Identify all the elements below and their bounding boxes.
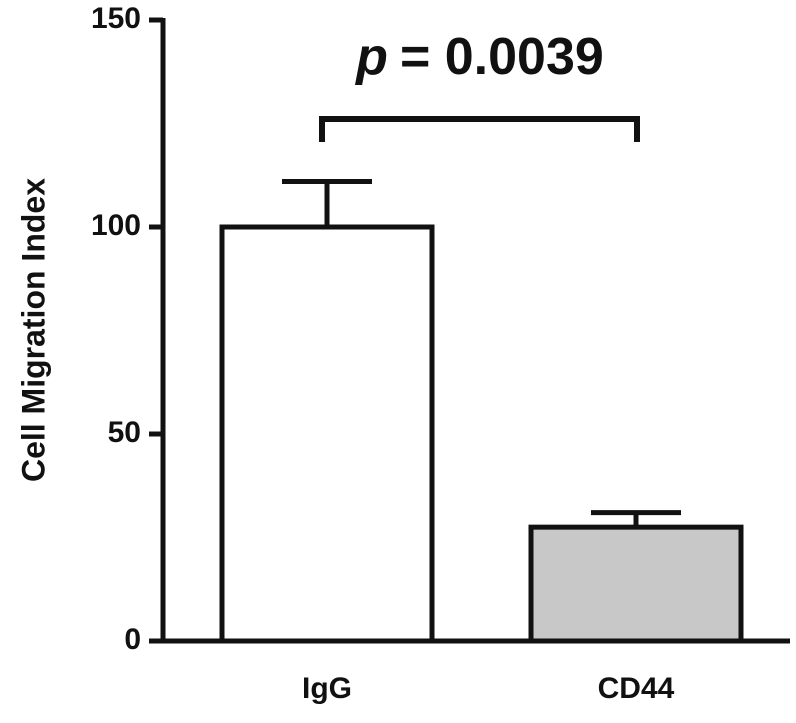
significance-bracket	[319, 116, 640, 142]
annotation: p = 0.0039	[354, 28, 604, 86]
y-tick-label: 50	[108, 416, 141, 449]
x-tick-label: CD44	[598, 672, 675, 705]
annotation-symbol: p	[354, 28, 388, 86]
bar	[219, 224, 435, 644]
y-tick-label: 100	[91, 209, 141, 242]
y-tick-label: 150	[91, 2, 141, 35]
y-tick-label: 0	[124, 623, 141, 656]
bar	[528, 524, 744, 644]
annotation-value: = 0.0039	[400, 28, 604, 86]
y-axis-label: Cell Migration Index	[15, 178, 51, 482]
x-tick-label: IgG	[302, 672, 352, 705]
